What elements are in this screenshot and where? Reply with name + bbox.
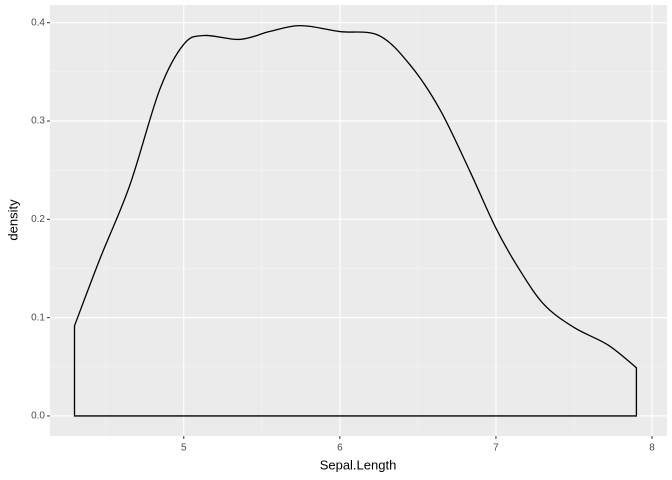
y-tick-label: 0.3: [31, 116, 45, 127]
y-tick-label: 0.4: [31, 17, 45, 28]
density-area: [73, 24, 638, 417]
x-tick-label: 8: [649, 443, 655, 454]
x-tick-label: 6: [337, 443, 343, 454]
y-tick-label: 0.0: [31, 411, 45, 422]
y-tick-label: 0.1: [31, 312, 45, 323]
x-tick-label: 7: [493, 443, 499, 454]
panel: [50, 5, 667, 436]
x-tick-label: 5: [181, 443, 187, 454]
x-axis-title: Sepal.Length: [320, 457, 397, 472]
y-axis-title: density: [5, 199, 20, 241]
y-tick-label: 0.2: [31, 214, 45, 225]
